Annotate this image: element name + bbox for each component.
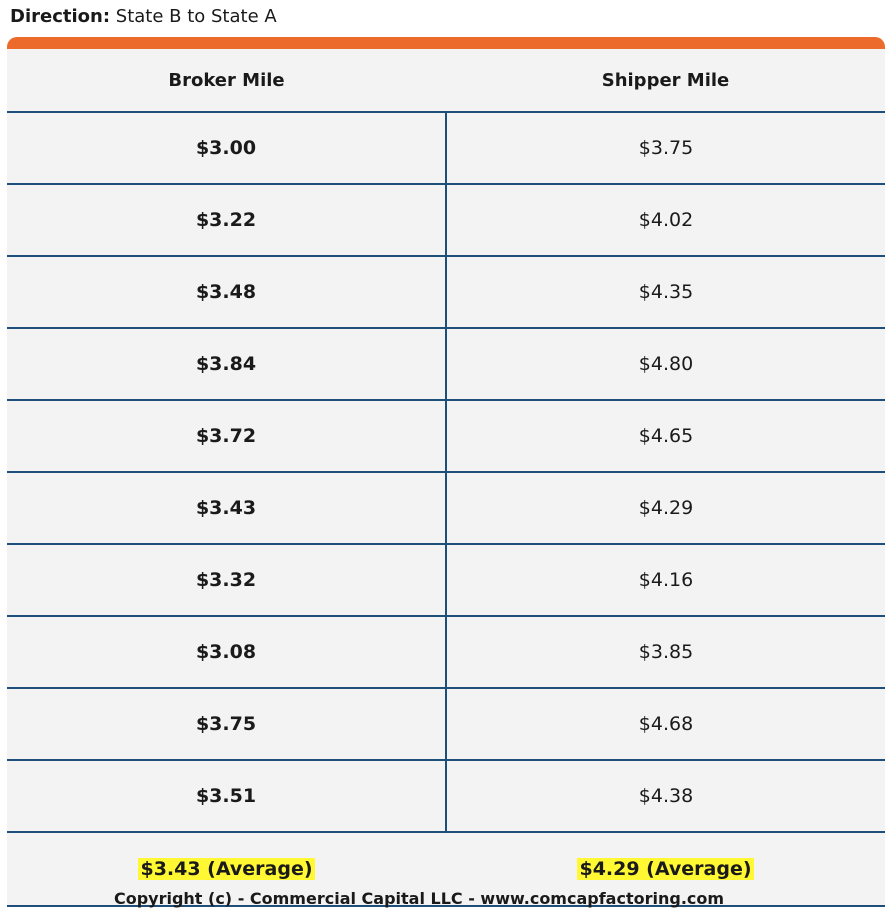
table-row: $3.48 $4.35 [7,256,885,329]
cell: $3.84 [7,328,447,401]
average-value: $3.43 (Average) [138,858,315,880]
cell: $4.29 [446,472,885,545]
accent-bar [7,37,885,49]
column-header: Broker Mile [7,49,446,113]
cell: $4.68 [446,688,885,761]
table-body: $3.00 $3.75 $3.22 $4.02 $3.48 $4.35 $3.84 $4.80… [7,112,885,907]
cell: $3.32 [7,544,447,617]
cell: $4.80 [446,328,885,401]
cell: $4.02 [446,184,885,257]
cell: $3.51 [7,760,447,833]
table-card: Broker Mile Shipper Mile $3.00 $3.75 $3.22 $4… [7,37,885,907]
average-value: $4.29 (Average) [577,858,754,880]
average-cell: $3.43 (Average) [7,832,446,907]
table-row: $3.43 $4.29 [7,472,885,545]
cell: $3.72 [7,400,447,473]
table-row: $3.51 $4.38 [7,760,885,833]
cell: $4.38 [446,760,885,833]
cell: $3.00 [7,112,447,185]
cell: $4.16 [446,544,885,617]
table-row: $3.72 $4.65 [7,400,885,473]
cell: $3.22 [7,184,447,257]
table-row: $3.22 $4.02 [7,184,885,257]
table-row: $3.08 $3.85 [7,616,885,689]
cell: $3.85 [446,616,885,689]
cell: $4.65 [446,400,885,473]
header-row: Broker Mile Shipper Mile [7,49,885,113]
heading-label: Direction: [10,6,111,27]
column-header: Shipper Mile [446,49,885,113]
cell: $3.48 [7,256,447,329]
heading-value: State B to State A [115,6,277,27]
average-row: $3.43 (Average) $4.29 (Average) [7,832,885,907]
cell: $3.75 [446,112,885,185]
heading: Direction: State B to State A [10,6,277,27]
cell: $3.43 [7,472,447,545]
table-row: $3.32 $4.16 [7,544,885,617]
cell: $4.35 [446,256,885,329]
cell: $3.75 [7,688,447,761]
average-cell: $4.29 (Average) [446,832,885,907]
table-row: $3.84 $4.80 [7,328,885,401]
table-row: $3.00 $3.75 [7,112,885,185]
rate-table: Broker Mile Shipper Mile $3.00 $3.75 $3.22 $4… [7,49,885,907]
copyright: Copyright (c) - Commercial Capital LLC -… [113,889,725,908]
cell: $3.08 [7,616,447,689]
table-row: $3.75 $4.68 [7,688,885,761]
